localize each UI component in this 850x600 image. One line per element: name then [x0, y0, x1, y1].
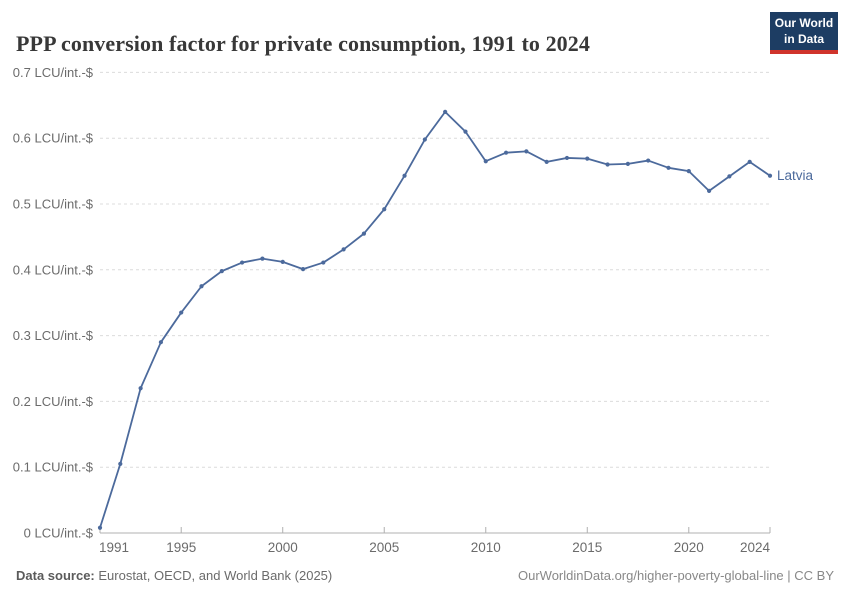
- x-axis-label-2020: 2020: [674, 540, 704, 555]
- y-axis-label-0.3: 0.3 LCU/int.-$: [13, 328, 94, 343]
- data-point-2016[interactable]: [605, 162, 610, 167]
- data-point-2003[interactable]: [341, 247, 346, 252]
- data-point-1995[interactable]: [179, 310, 184, 315]
- data-point-2010[interactable]: [483, 159, 488, 164]
- data-point-2005[interactable]: [382, 207, 387, 212]
- data-point-2013[interactable]: [544, 159, 549, 164]
- y-axis-label-0.4: 0.4 LCU/int.-$: [13, 262, 94, 277]
- entity-label-latvia[interactable]: Latvia: [777, 168, 814, 183]
- data-point-2022[interactable]: [727, 174, 732, 179]
- data-point-2015[interactable]: [585, 156, 590, 161]
- data-point-2017[interactable]: [625, 161, 630, 166]
- owid-logo-accent-bar: [770, 50, 838, 55]
- y-axis-label-0.6: 0.6 LCU/int.-$: [13, 131, 94, 146]
- data-source-text: Eurostat, OECD, and World Bank (2025): [94, 568, 333, 583]
- data-point-1996[interactable]: [199, 284, 204, 289]
- data-point-2004[interactable]: [361, 231, 367, 236]
- data-point-2018[interactable]: [646, 158, 651, 163]
- data-point-2009[interactable]: [463, 129, 468, 134]
- data-point-2001[interactable]: [300, 267, 306, 272]
- data-source-label: Data source:: [16, 568, 95, 583]
- owid-logo[interactable]: Our World in Data: [770, 12, 838, 55]
- y-axis-label-0.2: 0.2 LCU/int.-$: [13, 394, 94, 409]
- data-point-2012[interactable]: [524, 149, 529, 154]
- series-line-latvia[interactable]: [99, 110, 771, 529]
- credit-link[interactable]: OurWorldinData.org/higher-poverty-global…: [518, 568, 834, 583]
- x-axis-label-2024: 2024: [740, 540, 771, 555]
- data-point-2007[interactable]: [422, 137, 427, 142]
- chart-footer: Data source: Eurostat, OECD, and World B…: [16, 568, 834, 586]
- x-axis-label-2005: 2005: [369, 540, 399, 555]
- data-point-2011[interactable]: [503, 150, 509, 155]
- x-axis-label-1995: 1995: [166, 540, 196, 555]
- data-point-2019[interactable]: [666, 165, 671, 170]
- y-axis-label-0.5: 0.5 LCU/int.-$: [13, 197, 94, 212]
- data-point-2000[interactable]: [280, 259, 285, 265]
- data-point-2024[interactable]: [767, 173, 773, 178]
- data-source: Data source: Eurostat, OECD, and World B…: [16, 568, 332, 583]
- data-point-1997[interactable]: [219, 269, 224, 274]
- data-point-2006[interactable]: [402, 173, 407, 178]
- data-point-1992[interactable]: [118, 461, 123, 467]
- data-point-1991[interactable]: [97, 525, 103, 530]
- x-axis-label-2010: 2010: [471, 540, 501, 555]
- data-point-2008[interactable]: [443, 109, 448, 114]
- data-point-2021[interactable]: [706, 188, 712, 193]
- page-title: PPP conversion factor for private consum…: [16, 30, 590, 56]
- y-axis-label-0: 0 LCU/int.-$: [24, 526, 94, 541]
- data-point-2014[interactable]: [564, 155, 570, 161]
- y-axis-label-0.1: 0.1 LCU/int.-$: [13, 460, 94, 475]
- data-point-2020[interactable]: [686, 169, 691, 174]
- data-point-1994[interactable]: [158, 340, 164, 345]
- y-axis-label-0.7: 0.7 LCU/int.-$: [13, 65, 94, 80]
- data-point-2023[interactable]: [747, 159, 752, 164]
- x-axis-label-1991: 1991: [99, 540, 129, 555]
- data-point-1999[interactable]: [260, 256, 265, 261]
- owid-logo-line1: Our World: [774, 16, 834, 30]
- owid-logo-line2: in Data: [783, 31, 824, 46]
- data-point-1998[interactable]: [240, 260, 245, 265]
- x-axis-label-2000: 2000: [268, 540, 298, 555]
- x-axis-label-2015: 2015: [572, 540, 602, 555]
- data-point-2002[interactable]: [321, 260, 326, 265]
- data-point-1993[interactable]: [138, 386, 143, 391]
